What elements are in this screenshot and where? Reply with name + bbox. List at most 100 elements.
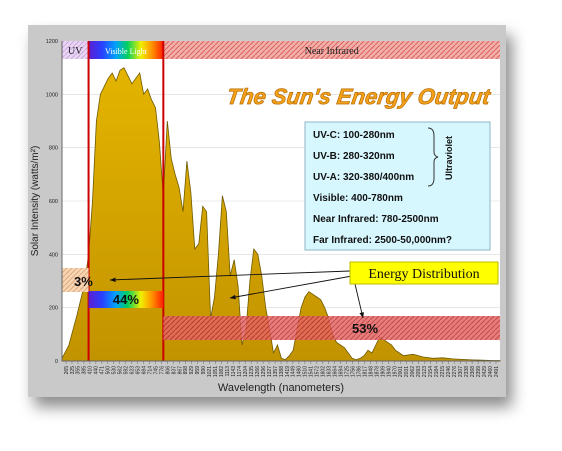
arrow-to-uv (109, 270, 351, 281)
y-tick-label: 400 (49, 252, 58, 258)
x-tick-label: 1848 (368, 366, 374, 377)
x-tick-label: 1541 (309, 366, 315, 377)
x-tick-label: 2368 (470, 366, 476, 377)
x-tick-label: 1572 (315, 366, 321, 377)
x-tick-label: 1204 (243, 366, 249, 377)
x-tick-label: 1082 (219, 366, 225, 377)
x-tick-label: 1051 (213, 366, 219, 377)
y-tick-label: 0 (55, 359, 58, 365)
x-tick-label: 1817 (362, 366, 368, 377)
x-tick-label: 1756 (350, 366, 356, 377)
region-bar-1 (62, 41, 89, 59)
x-tick-label: 1327 (267, 366, 273, 377)
spectrum-area-path (61, 67, 501, 362)
y-tick-label: 200 (49, 306, 58, 312)
x-tick-label: 1388 (279, 366, 285, 377)
distribution-value-uv: 3% (74, 274, 93, 289)
arrow-to-infrared-head (359, 312, 365, 318)
region-label-2: Visible Light (105, 47, 148, 56)
legend-line-3: UV-A: 320-380/400nm (313, 172, 414, 183)
y-tick-label: 1000 (46, 92, 58, 98)
x-tick-label: 1143 (231, 366, 237, 377)
x-tick-label: 1266 (255, 366, 261, 377)
region-bar-2 (88, 41, 164, 59)
x-tick-label: 2062 (410, 366, 416, 377)
y-axis-label: Solar Intensity (watts/m²) (30, 146, 41, 257)
x-tick-label: 1449 (291, 366, 297, 377)
energy-distribution: 3% 44% 53% (62, 268, 500, 340)
x-tick-label: 714 (147, 366, 153, 375)
energy-distribution-label: Energy Distribution (368, 267, 479, 282)
x-tick-label: 1725 (344, 366, 350, 377)
x-tick-label: 1909 (380, 366, 386, 377)
x-tick-label: 265 (64, 366, 70, 375)
x-tick-label: 1694 (339, 366, 345, 377)
x-tick-label: 2460 (488, 366, 494, 377)
x-tick-label: 2429 (482, 366, 488, 377)
spectrum-legend: UV-C: 100-280nm UV-B: 280-320nm UV-A: 32… (304, 121, 491, 251)
x-tick-label: 2123 (422, 366, 428, 377)
x-tick-label: 1510 (303, 366, 309, 377)
legend-line-1: UV-C: 100-280nm (313, 130, 395, 141)
x-tick-label: 592 (124, 366, 130, 375)
x-tick-label: 2491 (494, 366, 500, 377)
x-tick-label: 2215 (440, 366, 446, 377)
legend-line-4: Visible: 400-780nm (313, 193, 403, 204)
x-tick-label: 929 (189, 366, 195, 375)
x-tick-label: 2338 (464, 366, 470, 377)
x-tick-label: 776 (159, 366, 165, 375)
x-tick-label: 355 (76, 366, 82, 375)
x-tick-label: 1633 (327, 366, 333, 377)
arrow-to-infrared (354, 283, 364, 319)
distribution-value-infrared: 53% (352, 321, 378, 336)
x-tick-label: 1664 (333, 366, 339, 377)
x-tick-label: 745 (153, 366, 159, 375)
x-tick-label: 440 (94, 366, 100, 375)
x-tick-labels: 265 325 355 385 410 440 471 500 530 562 592 623 653 6… (64, 361, 500, 377)
x-tick-label: 562 (118, 366, 124, 375)
x-tick-label: 1113 (225, 366, 231, 377)
y-tick-labels: 0 200 400 600 800 1000 1200 (46, 39, 58, 365)
x-tick-label: 1235 (249, 366, 255, 377)
x-tick-label: 2246 (446, 366, 452, 377)
x-tick-label: 1786 (356, 366, 362, 377)
x-tick-label: 990 (201, 366, 207, 375)
x-tick-label: 623 (129, 366, 135, 375)
x-tick-label: 2031 (404, 366, 410, 377)
region-label-3: Near Infrared (305, 46, 359, 57)
distribution-band-visible (88, 291, 164, 308)
x-tick-label: 867 (177, 366, 183, 375)
x-tick-label: 530 (112, 366, 118, 375)
distribution-band-infrared (163, 316, 500, 340)
x-tick-label: 1021 (207, 366, 213, 377)
arrow-to-uv-head (110, 277, 116, 283)
x-tick-label: 1602 (321, 366, 327, 377)
x-tick-label: 2154 (428, 366, 434, 377)
x-tick-label: 1419 (285, 366, 291, 377)
x-tick-label: 1296 (261, 366, 267, 377)
x-tick-label: 837 (171, 366, 177, 375)
spectrum-area (61, 67, 501, 362)
x-tick-label: 1174 (237, 366, 243, 377)
x-tick-label: 2184 (434, 366, 440, 377)
arrow-to-visible-head (230, 294, 236, 300)
chart-title: The Sun's Energy Output (225, 84, 493, 109)
x-tick-label: 500 (106, 366, 112, 375)
legend-line-6: Far Infrared: 2500-50,000nm? (313, 235, 452, 246)
legend-brace (427, 127, 439, 187)
distribution-value-visible: 44% (113, 292, 139, 307)
x-tick-label: 1878 (374, 366, 380, 377)
x-tick-label: 1480 (297, 366, 303, 377)
x-tick-label: 2276 (452, 366, 458, 377)
energy-distribution-callout: Energy Distribution (349, 261, 499, 285)
distribution-band-uv (62, 268, 89, 292)
x-tick-label: 1970 (392, 366, 398, 377)
x-tick-label: 325 (70, 366, 76, 375)
x-tick-label: 653 (135, 366, 141, 375)
x-tick-label: 2093 (416, 366, 422, 377)
x-tick-label: 898 (183, 366, 189, 375)
x-tick-label: 2399 (476, 366, 482, 377)
y-tick-label: 800 (49, 146, 58, 152)
legend-line-2: UV-B: 280-320nm (313, 151, 395, 162)
